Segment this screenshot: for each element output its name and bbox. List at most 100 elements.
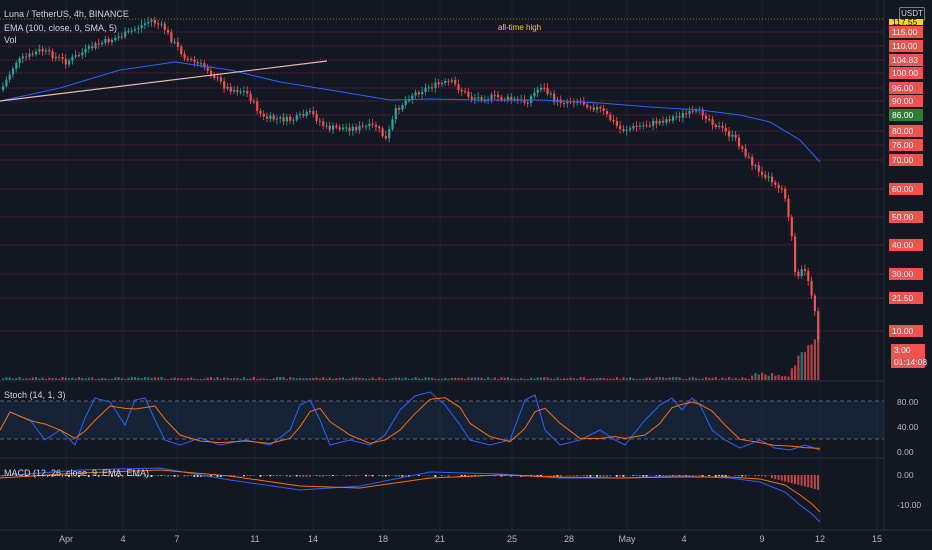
- volume-bar: [747, 378, 750, 380]
- candle-body: [117, 36, 120, 38]
- volume-bars: [2, 335, 820, 380]
- volume-bar: [335, 378, 338, 380]
- macd-hist-bar: [157, 475, 160, 477]
- volume-bar: [609, 378, 612, 380]
- volume-bar: [464, 378, 467, 380]
- macd-legend[interactable]: MACD (12, 26, close, 9, EMA, EMA): [4, 468, 150, 478]
- macd-hist-bar: [586, 475, 589, 477]
- volume-bar: [226, 377, 229, 380]
- volume-bar: [299, 377, 302, 380]
- macd-hist-bar: [602, 475, 605, 477]
- candle-body: [345, 127, 348, 129]
- candle-body: [351, 126, 354, 131]
- candle-body: [427, 87, 430, 89]
- volume-bar: [193, 378, 196, 380]
- candle-body: [632, 125, 635, 129]
- macd-hist-bar: [308, 475, 311, 477]
- candle-body: [68, 60, 71, 65]
- candle-body: [734, 134, 737, 138]
- macd-hist-bar: [114, 475, 117, 477]
- macd-hist-bar: [734, 475, 737, 476]
- volume-bar: [282, 377, 285, 380]
- candle-body: [74, 55, 77, 57]
- candle-body: [625, 129, 628, 131]
- candle-body: [71, 56, 74, 61]
- candle-body: [279, 117, 282, 119]
- macd-hist-bar: [599, 475, 602, 477]
- candle-body: [140, 25, 143, 29]
- macd-hist-bar: [780, 475, 783, 481]
- trendline[interactable]: [0, 60, 328, 102]
- candle-body: [797, 271, 800, 277]
- volume-bar: [648, 377, 651, 380]
- volume-bar: [200, 378, 203, 380]
- macd-hist-bar: [266, 475, 268, 476]
- macd-hist-bar: [61, 475, 64, 476]
- volume-bar: [114, 377, 117, 380]
- volume-bar: [249, 378, 252, 380]
- candle-body: [800, 269, 803, 277]
- candle-body: [147, 21, 150, 24]
- volume-bar: [74, 378, 77, 380]
- volume-bar: [559, 378, 562, 380]
- ema-legend[interactable]: EMA (100, close, 0, SMA, 5): [4, 23, 118, 33]
- macd-hist-bar: [348, 475, 351, 476]
- macd-hist-bar: [668, 475, 671, 477]
- macd-hist-bar: [701, 475, 704, 477]
- macd-hist-bar: [275, 475, 278, 476]
- candle-body: [681, 113, 684, 118]
- candle-body: [414, 92, 417, 96]
- macd-hist-bar: [193, 475, 196, 477]
- volume-bar: [358, 377, 361, 380]
- candle-body: [609, 114, 612, 120]
- vol-legend[interactable]: Vol: [4, 35, 17, 45]
- macd-hist-bar: [246, 475, 249, 476]
- volume-bar: [431, 377, 434, 380]
- time-label: Apr: [58, 534, 74, 544]
- candle-body: [384, 136, 387, 139]
- candle-body: [599, 107, 602, 109]
- volume-bar: [721, 377, 724, 380]
- volume-bar: [701, 378, 704, 380]
- candle-body: [183, 54, 186, 59]
- candle-body: [2, 86, 5, 90]
- candle-body: [619, 125, 622, 129]
- candle-body: [8, 74, 11, 80]
- symbol-title[interactable]: Luna / TetherUS, 4h, BINANCE: [4, 9, 129, 19]
- macd-hist-bar: [341, 475, 344, 476]
- candle-body: [447, 81, 450, 83]
- time-label: 18: [377, 534, 389, 544]
- macd-hist-bar: [325, 475, 328, 476]
- volume-bar: [338, 378, 341, 380]
- candle-body: [417, 92, 420, 95]
- volume-bar: [54, 378, 57, 380]
- candle-body: [572, 101, 576, 103]
- candle-body: [299, 114, 302, 116]
- macd-hist-bar: [797, 475, 800, 485]
- macd-hist-bar: [137, 475, 140, 477]
- volume-bar: [374, 378, 378, 380]
- current-price: 3.00: [894, 345, 911, 355]
- time-label: 12: [814, 534, 826, 544]
- candle-body: [101, 42, 104, 45]
- macd-hist-bar: [744, 475, 747, 477]
- macd-hist-bar: [332, 475, 334, 476]
- stoch-legend[interactable]: Stoch (14, 1, 3): [4, 390, 66, 400]
- volume-bar: [35, 377, 38, 380]
- volume-bar: [157, 377, 160, 380]
- candle-body: [685, 113, 688, 115]
- candle-body: [295, 115, 298, 120]
- volume-bar: [64, 377, 67, 380]
- macd-hist-bar: [695, 475, 697, 476]
- macd-hist-bar: [233, 475, 235, 477]
- time-label: 15: [871, 534, 883, 544]
- macd-hist-bar: [615, 475, 618, 477]
- volume-bar: [394, 377, 397, 380]
- macd-hist-bar: [117, 475, 120, 477]
- volume-bar: [18, 377, 21, 380]
- volume-bar: [223, 377, 226, 380]
- candle-body: [444, 81, 447, 83]
- volume-bar: [269, 378, 272, 380]
- candle-body: [134, 29, 137, 31]
